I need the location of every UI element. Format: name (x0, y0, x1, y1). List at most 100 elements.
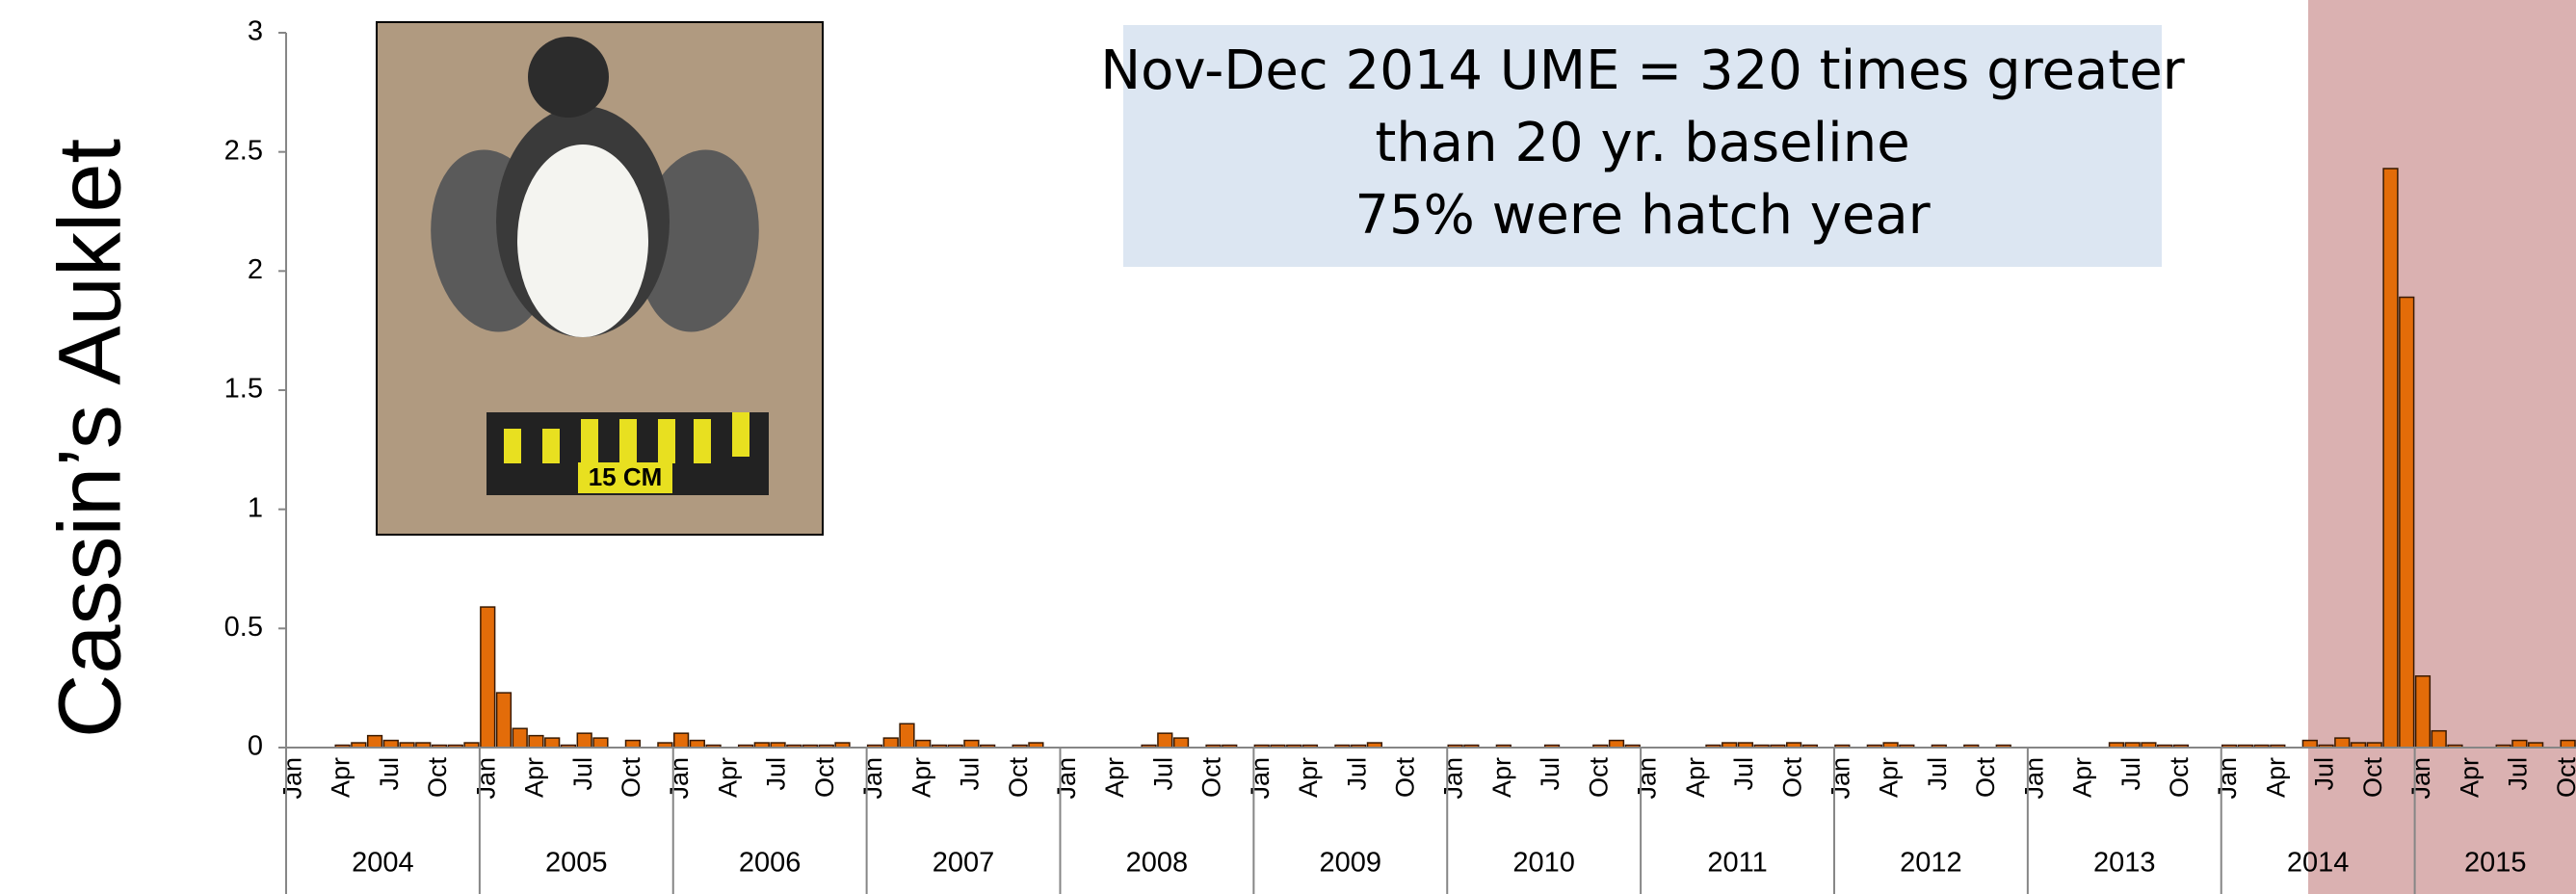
bar (689, 739, 705, 749)
x-tick-label: Jan (1246, 757, 1275, 800)
bar (2382, 168, 2399, 749)
year-label: 2012 (1900, 848, 1962, 879)
bar (915, 739, 932, 749)
x-tick-label: Jul (1536, 757, 1564, 791)
right-wing (638, 149, 759, 332)
x-tick-label: Jan (1633, 757, 1662, 800)
x-tick-label: Jul (1342, 757, 1371, 791)
year-label: 2014 (2287, 848, 2350, 879)
x-tick-label: Jan (2019, 757, 2048, 800)
x-tick-label: Jan (1052, 757, 1081, 800)
bird-head (528, 37, 609, 118)
year-label: 2004 (352, 848, 414, 879)
x-tick-label: Jul (762, 757, 791, 791)
year-label: 2007 (933, 848, 995, 879)
x-tick-label: Oct (2552, 757, 2576, 799)
bar (2399, 296, 2415, 749)
x-tick-label: Apr (2455, 757, 2484, 798)
y-tick-label: 2.5 (224, 135, 263, 166)
x-tick-label: Jan (471, 757, 500, 800)
x-tick-label: Oct (1197, 757, 1226, 799)
x-tick-label: Jul (2310, 757, 2339, 791)
bar (672, 732, 690, 749)
year-label: 2010 (1512, 848, 1575, 879)
photo: 15 CM (376, 21, 824, 536)
bar (2431, 729, 2447, 749)
annotation-line: than 20 yr. baseline (1375, 112, 1909, 174)
bar (2560, 739, 2576, 749)
bird-belly (517, 145, 648, 337)
bar (2511, 739, 2528, 749)
x-tick-label: Oct (2165, 757, 2194, 799)
year-label: 2011 (1707, 848, 1767, 879)
x-tick-label: Apr (1294, 757, 1323, 798)
x-tick-label: Jul (956, 757, 985, 791)
bar (512, 727, 528, 749)
x-tick-label: Oct (423, 757, 452, 799)
bar (1157, 732, 1173, 749)
x-tick-label: Oct (1971, 757, 2000, 799)
y-tick-label: 0.5 (224, 612, 263, 643)
x-tick-label: Apr (2068, 757, 2097, 798)
x-tick-label: Jan (2406, 757, 2435, 800)
x-tick-label: Apr (2261, 757, 2290, 798)
x-tick-label: Jan (2213, 757, 2242, 800)
year-label: 2009 (1320, 848, 1382, 879)
x-tick-label: Apr (907, 757, 935, 798)
x-tick-label: Jan (1826, 757, 1854, 800)
annotation-line: 75% were hatch year (1354, 184, 1931, 247)
bar (576, 732, 592, 749)
x-tick-label: Oct (2358, 757, 2387, 799)
bar (2301, 739, 2318, 749)
x-tick-label: Apr (1681, 757, 1710, 798)
x-tick-label: Jul (1923, 757, 1952, 791)
x-tick-label: Jul (2504, 757, 2533, 791)
bar (1608, 739, 1625, 749)
bar (366, 734, 383, 749)
x-tick-label: Apr (713, 757, 742, 798)
x-tick-label: Apr (327, 757, 355, 798)
x-tick-label: Jan (665, 757, 694, 800)
year-label: 2015 (2464, 848, 2527, 879)
x-tick-label: Jan (277, 757, 306, 800)
x-tick-label: Apr (1487, 757, 1516, 798)
x-tick-label: Oct (1777, 757, 1806, 799)
bar (544, 737, 561, 749)
annotation-box (1123, 25, 2162, 267)
bar (899, 723, 915, 749)
y-axis-label: Cassin’s Auklet (40, 139, 139, 738)
x-tick-label: Oct (810, 757, 839, 799)
x-tick-label: Apr (520, 757, 549, 798)
bar (1172, 737, 1190, 749)
x-tick-label: Oct (1004, 757, 1033, 799)
year-label: 2005 (545, 848, 608, 879)
bar (592, 737, 609, 749)
x-tick-label: Apr (1875, 757, 1904, 798)
year-label: 2008 (1126, 848, 1189, 879)
x-tick-label: Jul (1148, 757, 1177, 791)
x-tick-label: Jul (2116, 757, 2145, 791)
bar (2414, 675, 2431, 749)
x-tick-label: Jul (375, 757, 404, 791)
y-tick-label: 0 (248, 731, 263, 762)
x-tick-label: Jan (1439, 757, 1468, 800)
y-tick-label: 1.5 (224, 374, 263, 405)
scale-marks (504, 412, 749, 493)
x-tick-label: Oct (1391, 757, 1420, 799)
annotation-line: Nov-Dec 2014 UME = 320 times greater (1100, 39, 2185, 102)
x-tick-label: Jan (858, 757, 887, 800)
bar (963, 739, 980, 749)
x-tick-label: Jul (1729, 757, 1758, 791)
y-tick-label: 2 (248, 254, 263, 285)
x-tick-label: Oct (617, 757, 645, 799)
year-label: 2006 (739, 848, 802, 879)
bar (882, 737, 899, 749)
x-tick-label: Oct (1584, 757, 1613, 799)
y-tick-label: 3 (248, 16, 263, 47)
bar (480, 606, 496, 749)
bar (624, 739, 642, 749)
bar (495, 692, 513, 749)
bar (382, 739, 399, 749)
